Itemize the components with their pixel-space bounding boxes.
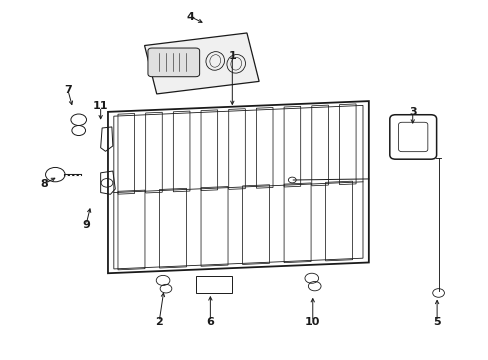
- Text: 1: 1: [228, 51, 236, 61]
- Text: 10: 10: [305, 317, 320, 327]
- FancyBboxPatch shape: [148, 48, 199, 77]
- Text: 3: 3: [408, 107, 416, 117]
- Text: 4: 4: [186, 12, 194, 22]
- Text: 5: 5: [432, 317, 440, 327]
- Text: 11: 11: [93, 102, 108, 112]
- Text: 8: 8: [41, 179, 48, 189]
- Text: 2: 2: [155, 317, 163, 327]
- Text: 9: 9: [82, 220, 90, 230]
- Text: 6: 6: [206, 317, 214, 327]
- Bar: [195, 276, 232, 293]
- Text: 7: 7: [64, 85, 72, 95]
- Polygon shape: [144, 33, 259, 94]
